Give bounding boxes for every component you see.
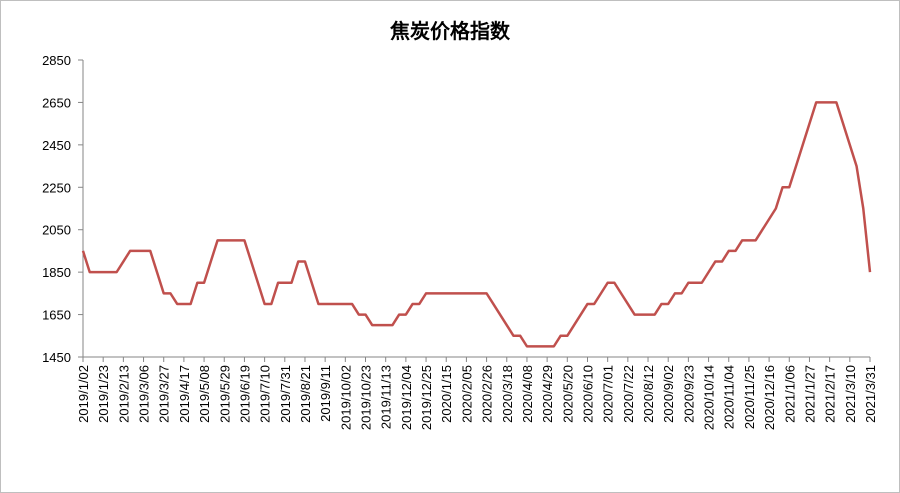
x-tick-label: 2019/4/17 — [177, 365, 192, 423]
x-tick-label: 2019/3/27 — [157, 365, 172, 423]
data-line — [81, 101, 872, 348]
x-tick-label: 2019/7/10 — [258, 365, 273, 423]
x-tick-label: 2019/12/25 — [419, 365, 434, 430]
x-tick-label: 2019/1/02 — [76, 365, 91, 423]
x-tick-label: 2020/6/10 — [580, 365, 595, 423]
x-tick-label: 2019/3/06 — [137, 365, 152, 423]
x-tick-label: 2019/9/11 — [318, 365, 333, 422]
y-tick-label: 1850 — [42, 265, 71, 280]
x-tick-label: 2019/5/08 — [197, 365, 212, 423]
x-tick-label: 2020/11/04 — [722, 365, 737, 429]
x-tick-label: 2019/10/02 — [338, 365, 353, 430]
y-tick-label: 2450 — [42, 138, 71, 153]
x-tick-label: 2019/12/04 — [399, 365, 414, 430]
x-tick-label: 2019/11/13 — [379, 365, 394, 429]
x-tick-label: 2020/9/23 — [681, 365, 696, 423]
x-tick-label: 2021/2/17 — [823, 365, 838, 423]
x-tick-label: 2020/9/02 — [661, 365, 676, 423]
x-tick-label: 2020/7/01 — [601, 365, 616, 423]
x-tick-label: 2020/7/22 — [621, 365, 636, 423]
x-tick-label: 2021/3/10 — [843, 365, 858, 423]
x-tick-label: 2020/2/05 — [459, 365, 474, 423]
x-tick-label: 2019/10/23 — [359, 365, 374, 430]
y-tick-label: 1650 — [42, 308, 71, 323]
y-tick-label: 2650 — [42, 95, 71, 110]
x-tick-label: 2019/8/21 — [298, 365, 313, 423]
x-tick-label: 2021/3/31 — [863, 365, 878, 423]
x-tick-label: 2020/4/08 — [520, 365, 535, 423]
x-tick-label: 2020/3/18 — [500, 365, 515, 423]
chart-title: 焦炭价格指数 — [390, 19, 511, 43]
x-tick-label: 2020/8/12 — [641, 365, 656, 423]
y-tick-label: 2050 — [42, 223, 71, 238]
x-tick-label: 2019/1/23 — [96, 365, 111, 423]
x-tick-label: 2020/1/15 — [439, 365, 454, 423]
x-tick-label: 2021/1/27 — [802, 365, 817, 423]
x-tick-label: 2019/2/13 — [116, 365, 131, 423]
x-tick-label: 2021/1/06 — [782, 365, 797, 423]
x-tick-label: 2019/7/31 — [278, 365, 293, 423]
y-tick-label: 2250 — [42, 180, 71, 195]
x-tick-label: 2019/5/29 — [217, 365, 232, 423]
x-tick-label: 2020/10/14 — [702, 365, 717, 430]
x-tick-label: 2020/4/29 — [540, 365, 555, 423]
x-tick-label: 2020/2/26 — [480, 365, 495, 423]
y-tick-label: 1450 — [42, 350, 71, 365]
y-tick-label: 2850 — [42, 53, 71, 68]
x-tick-label: 2020/11/25 — [742, 365, 757, 429]
x-tick-label: 2020/5/20 — [560, 365, 575, 423]
x-tick-label: 2020/12/16 — [762, 365, 777, 430]
x-tick-label: 2019/6/19 — [237, 365, 252, 423]
